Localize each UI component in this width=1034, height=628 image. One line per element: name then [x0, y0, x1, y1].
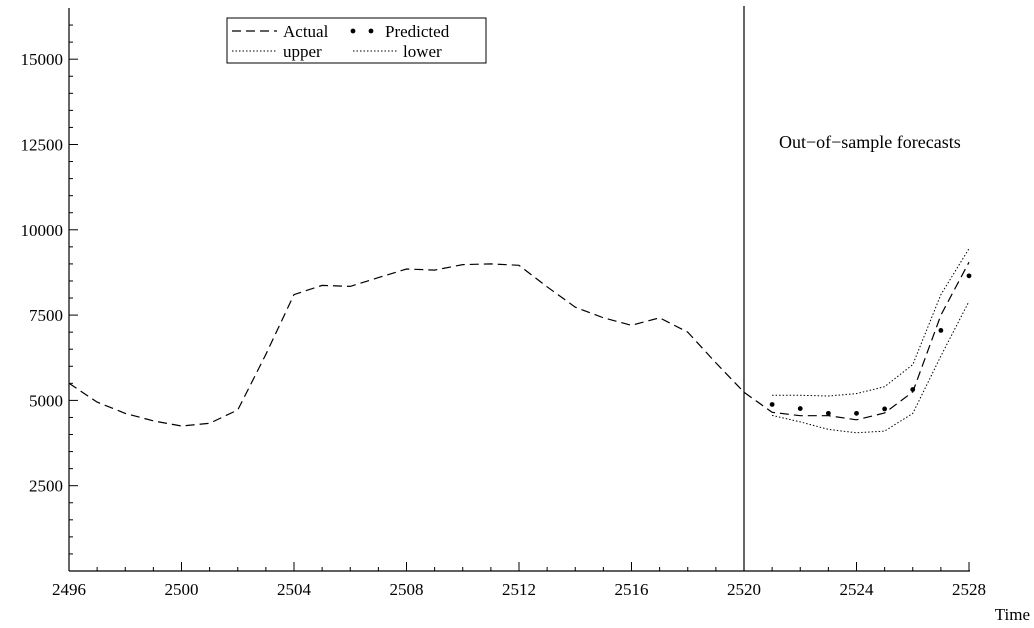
x-tick-label: 2504: [277, 580, 312, 599]
series-predicted: [769, 273, 972, 416]
legend-label-lower: lower: [403, 42, 442, 61]
x-tick-label: 2524: [840, 580, 875, 599]
predicted-point: [938, 328, 944, 333]
legend-label-predicted: Predicted: [385, 22, 450, 41]
y-tick-label: 15000: [21, 50, 64, 69]
legend-label-upper: upper: [283, 42, 322, 61]
x-axis-label: Time: [995, 605, 1030, 624]
legend-dot: [350, 28, 356, 34]
predicted-point: [825, 410, 831, 416]
series-upper-line: [772, 248, 970, 397]
legend-box: [226, 17, 487, 64]
predicted-point: [910, 387, 916, 392]
axes: [68, 8, 970, 572]
legend-dot: [368, 28, 374, 34]
y-tick-label: 12500: [21, 135, 64, 154]
x-tick-label: 2508: [390, 580, 424, 599]
x-tick-label: 2528: [952, 580, 986, 599]
y-tick-label: 7500: [29, 306, 63, 325]
x-axis-ticks: 2496 2500 2504 2508 2512 2516 2520 2524 2528: [52, 562, 986, 599]
x-tick-label: 2520: [727, 580, 761, 599]
legend-label-actual: Actual: [283, 22, 329, 41]
y-tick-label: 10000: [21, 221, 64, 240]
x-tick-label: 2516: [615, 580, 649, 599]
legend-symbol-predicted: [350, 28, 374, 34]
y-tick-label: 2500: [29, 477, 63, 496]
predicted-point: [769, 402, 775, 407]
y-axis-ticks: 2500 5000 7500 10000 12500 15000: [21, 24, 78, 555]
predicted-point: [797, 406, 803, 411]
x-tick-label: 2496: [52, 580, 86, 599]
forecast-annotation: Out−of−sample forecasts: [779, 132, 961, 152]
series-layer: [68, 248, 972, 434]
series-actual-line: [68, 261, 970, 427]
legend: Actual Predicted upper lower: [226, 17, 487, 64]
predicted-point: [882, 406, 888, 412]
x-tick-label: 2512: [502, 580, 536, 599]
y-tick-label: 5000: [29, 391, 63, 410]
series-lower-line: [771, 301, 970, 434]
x-tick-label: 2500: [165, 580, 199, 599]
predicted-point: [854, 410, 859, 416]
predicted-point: [966, 273, 972, 279]
